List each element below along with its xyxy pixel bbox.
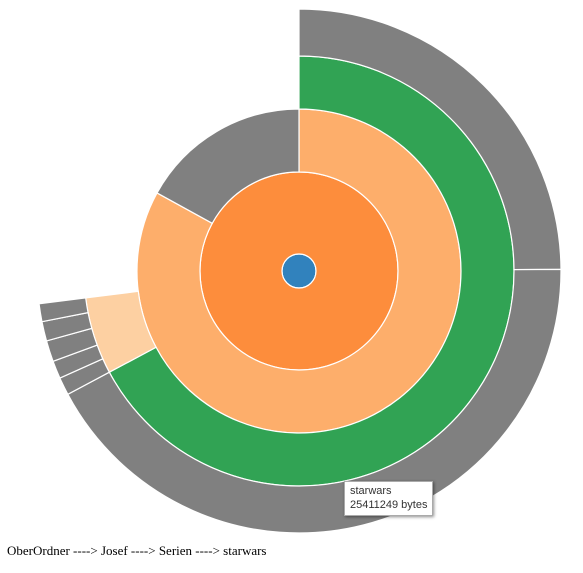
breadcrumb: OberOrdner ----> Josef ----> Serien ----… [7,543,267,558]
tooltip: starwars 25411249 bytes [344,481,434,516]
tooltip-size: 25411249 bytes [350,499,428,511]
tooltip-name: starwars [350,485,392,497]
arc-depth4-1-starwars[interactable] [67,268,562,534]
arc-depth4-6[interactable] [38,297,89,323]
sunburst-chart [38,8,562,534]
